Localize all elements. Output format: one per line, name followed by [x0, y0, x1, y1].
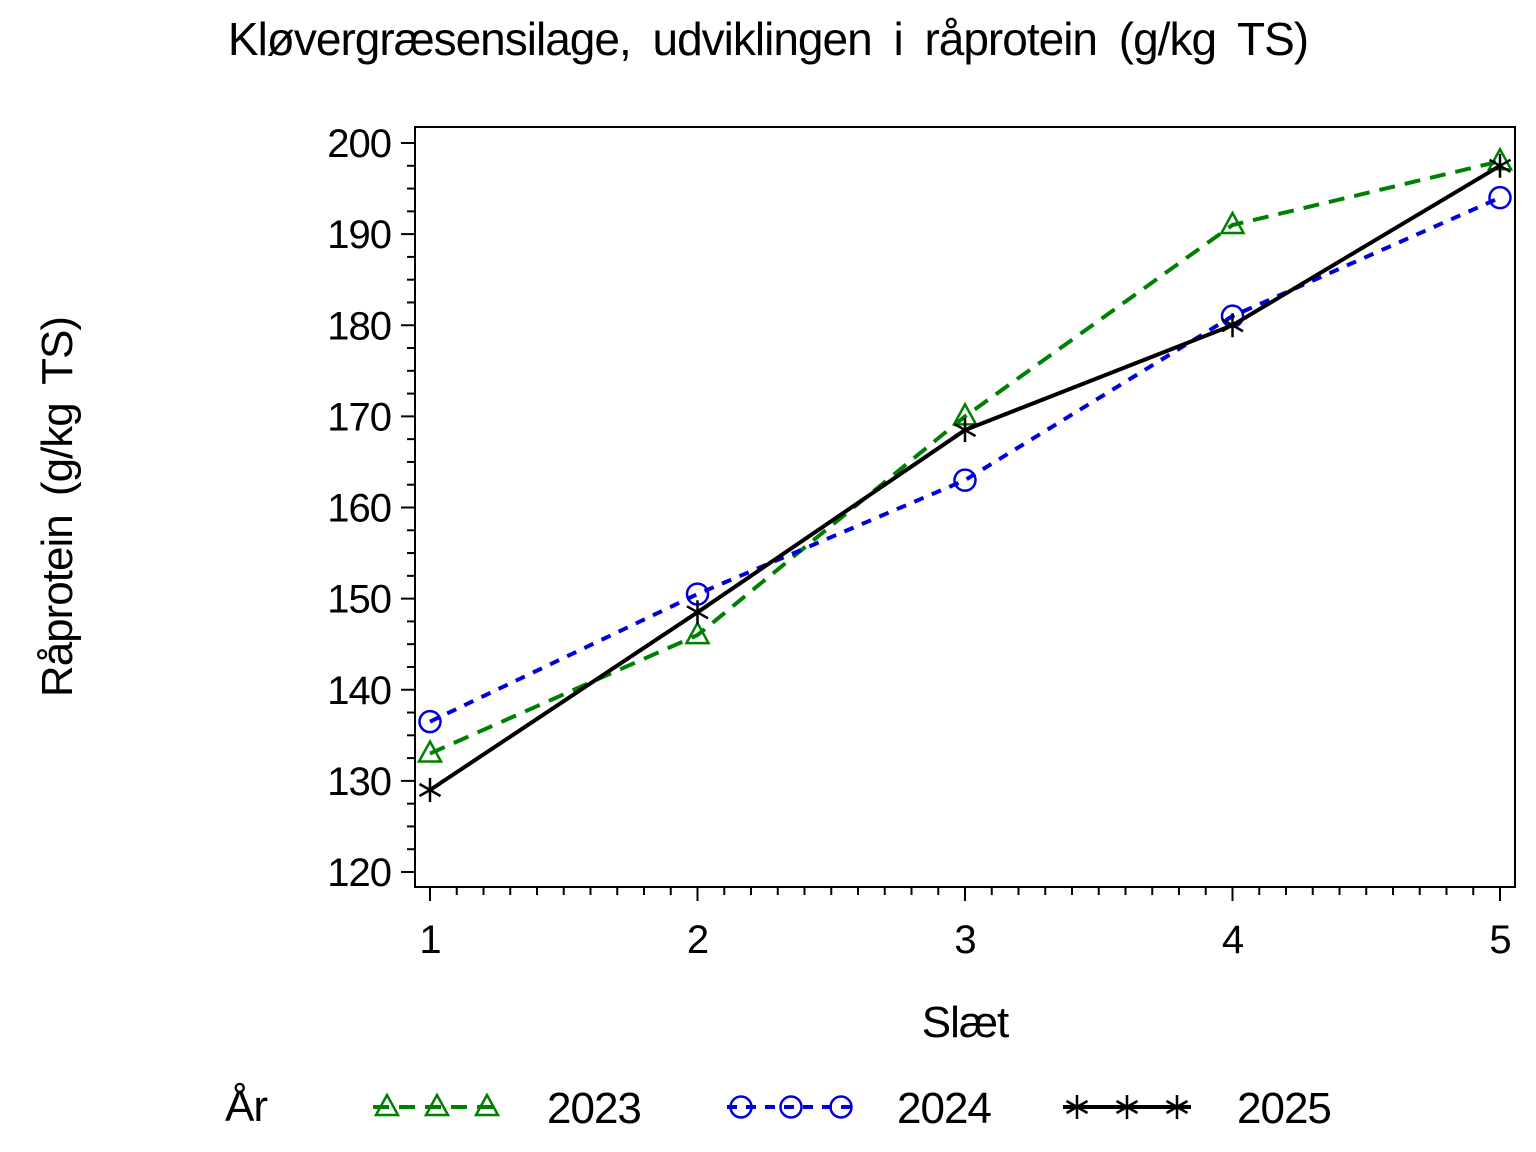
star-marker — [1488, 158, 1512, 173]
star-marker — [686, 605, 709, 620]
y-tick-label: 120 — [327, 851, 391, 895]
y-tick-label: 160 — [327, 487, 391, 531]
legend-sample-2025 — [1063, 1095, 1191, 1119]
chart-title: Kløvergræsensilage, udviklingen i råprot… — [227, 13, 1309, 65]
legend-label-2023: 2023 — [547, 1084, 642, 1133]
y-tick-label: 130 — [327, 760, 391, 804]
circle-marker — [1488, 185, 1512, 210]
y-tick-label: 150 — [327, 578, 391, 622]
triangle-marker — [684, 620, 711, 645]
x-axis: 1 2 3 4 5 — [419, 887, 1512, 962]
series-line — [429, 159, 1501, 756]
legend-sample-2024 — [727, 1095, 855, 1119]
series-line — [428, 164, 1502, 792]
star-marker — [1221, 318, 1244, 333]
triangle-marker — [373, 1092, 401, 1117]
y-tick-label: 170 — [327, 395, 391, 439]
y-tick-label: 180 — [327, 304, 391, 348]
triangle-marker — [1219, 210, 1246, 235]
y-tick-label: 190 — [327, 213, 391, 257]
legend-label-2024: 2024 — [897, 1084, 992, 1133]
circle-marker — [729, 1095, 753, 1119]
x-tick-label: 4 — [1222, 918, 1244, 962]
x-tick-label: 1 — [419, 918, 440, 962]
star-marker — [1165, 1099, 1189, 1115]
circle-marker — [829, 1095, 853, 1119]
y-tick-label: 200 — [327, 122, 391, 166]
star-marker — [953, 422, 977, 438]
star-marker — [1115, 1099, 1139, 1115]
legend-label-2025: 2025 — [1237, 1084, 1332, 1133]
y-tick-label: 140 — [327, 669, 391, 713]
plot-frame — [414, 126, 1516, 888]
circle-marker — [779, 1095, 803, 1119]
triangle-marker — [416, 738, 444, 763]
star-marker — [418, 782, 442, 798]
triangle-marker — [423, 1092, 451, 1117]
legend-sample-2023 — [373, 1092, 501, 1117]
x-axis-title: Slæt — [921, 998, 1009, 1047]
series-line — [429, 195, 1501, 724]
x-tick-label: 5 — [1489, 918, 1510, 962]
x-tick-label: 2 — [687, 918, 708, 962]
star-marker — [1065, 1099, 1089, 1115]
legend-title: År — [225, 1082, 268, 1131]
circle-marker — [953, 468, 977, 492]
triangle-marker — [473, 1092, 501, 1117]
series-2024 — [418, 185, 1512, 734]
circle-marker — [418, 709, 442, 734]
x-tick-label: 3 — [954, 918, 975, 962]
series-2023 — [416, 146, 1514, 763]
series-2025 — [418, 153, 1512, 802]
y-axis: 120 130 140 150 160 170 180 190 200 — [327, 122, 415, 895]
